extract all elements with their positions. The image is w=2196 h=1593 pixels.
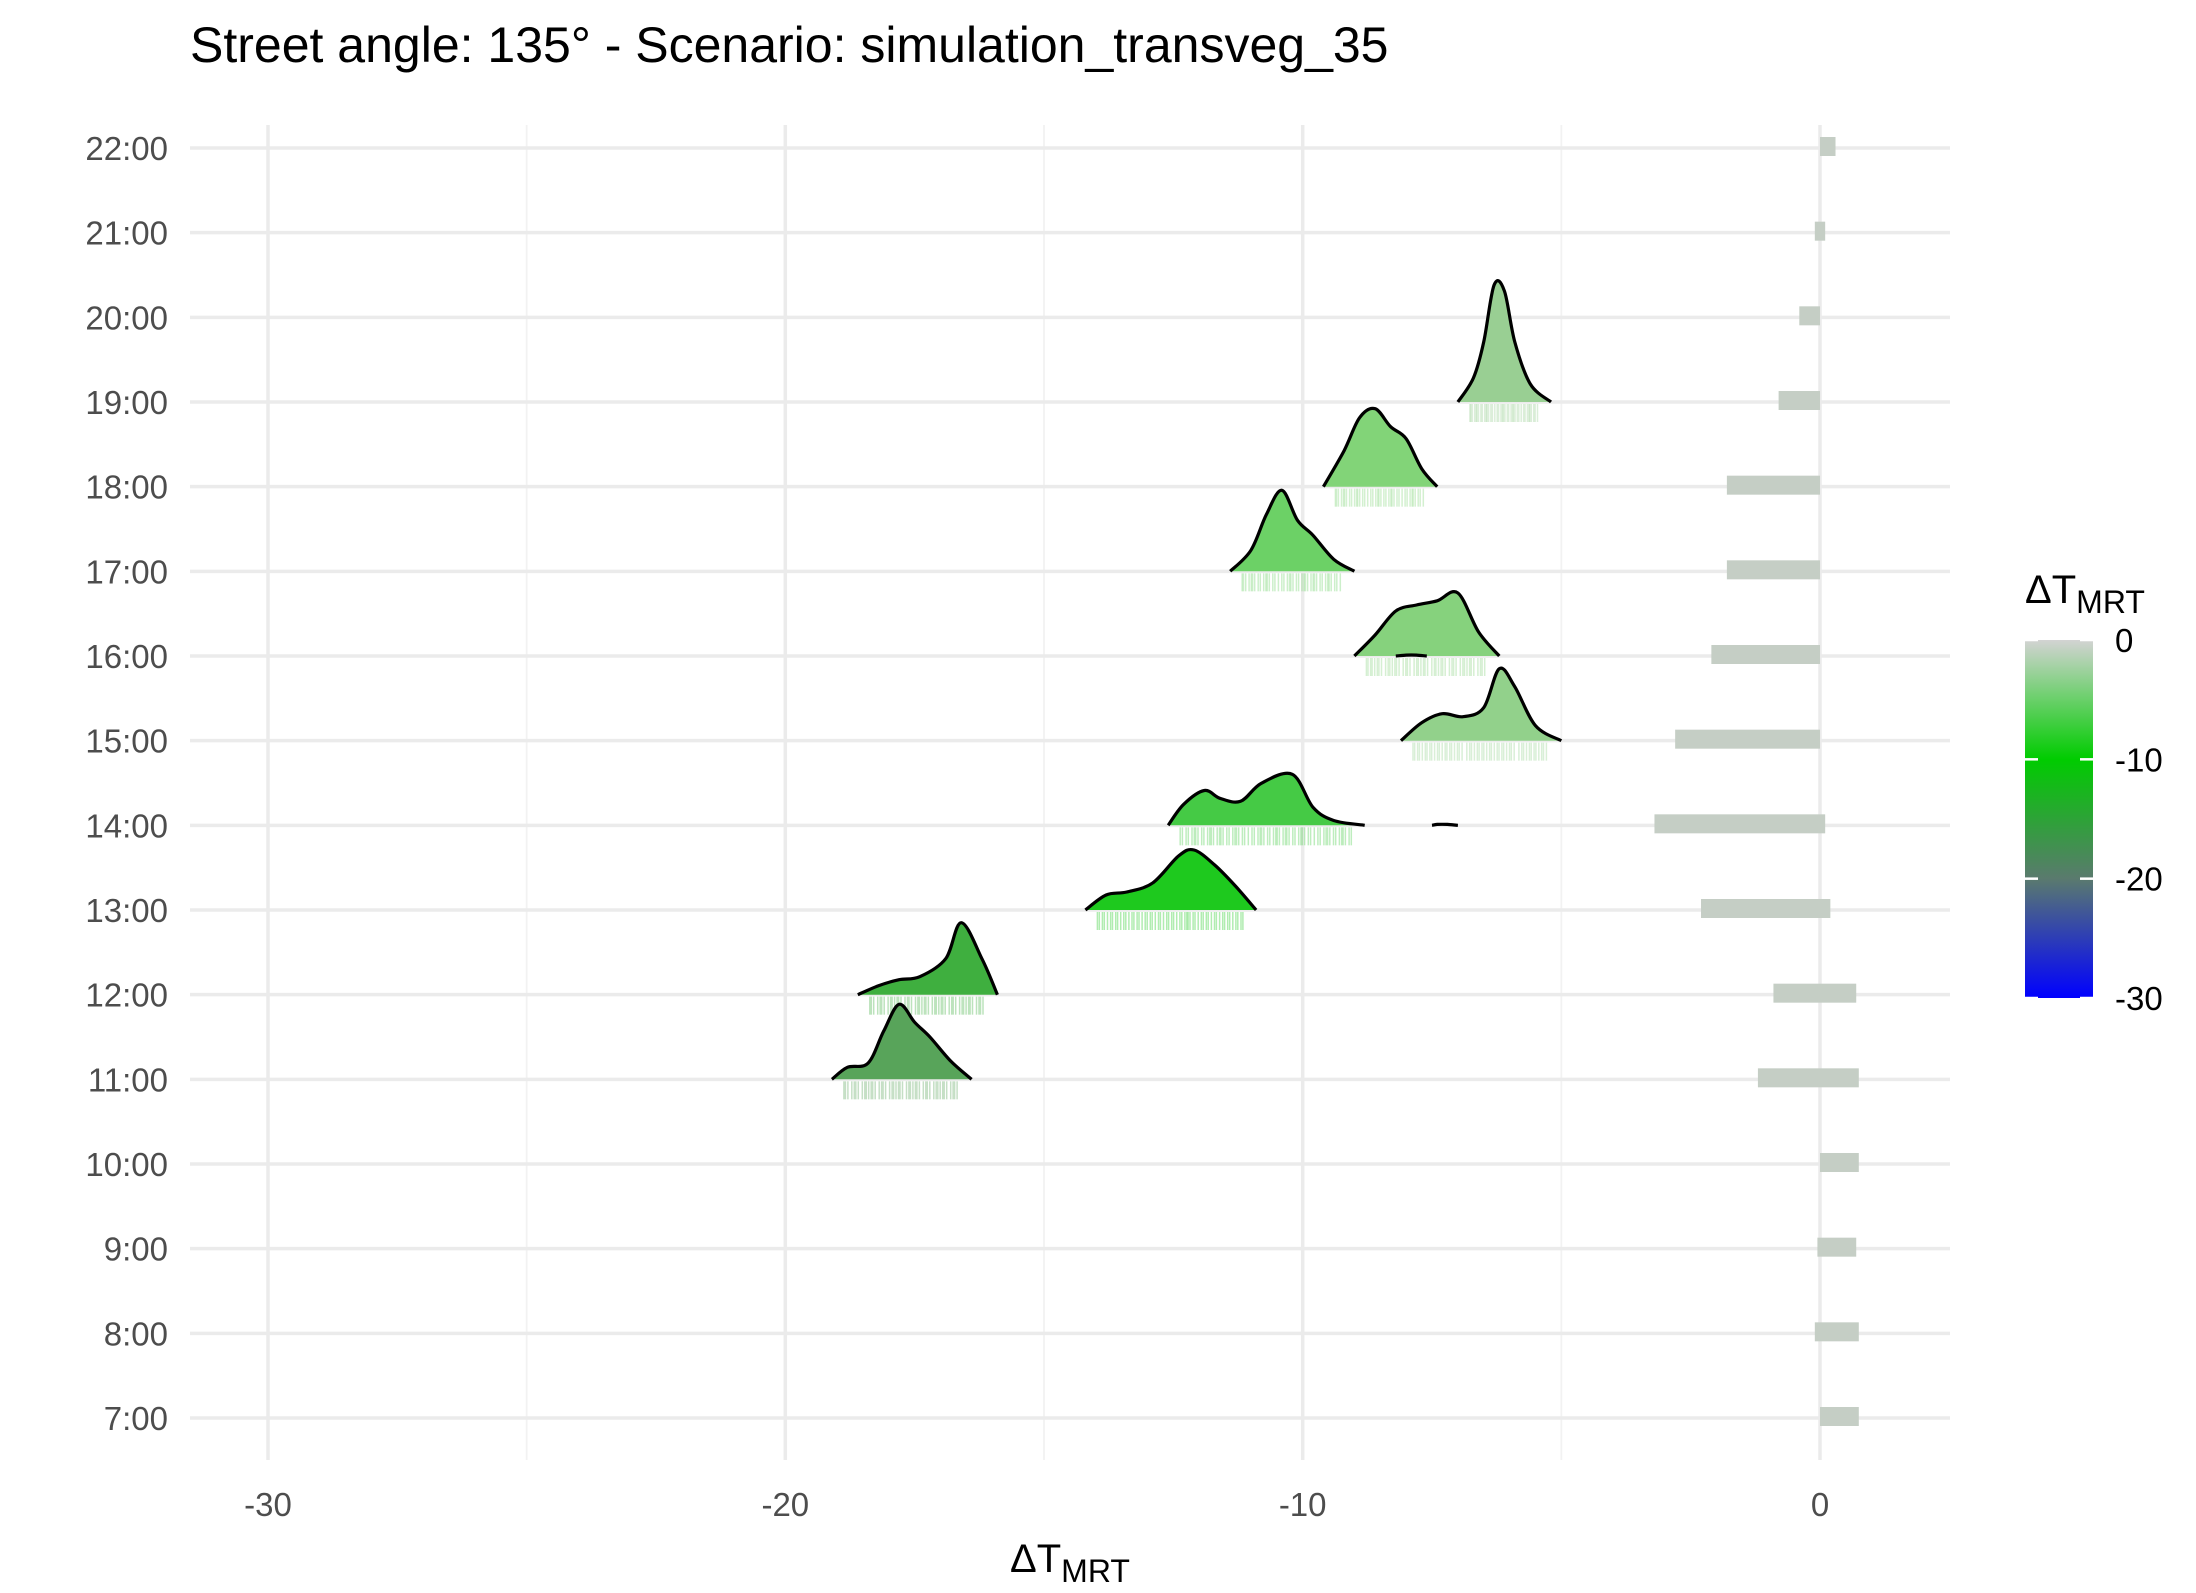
rug-bar: [1799, 306, 1820, 326]
rug-bar: [1711, 645, 1820, 664]
ridge-18-00: [1322, 406, 1439, 507]
legend-ticks: 0 -10 -20 -30: [2025, 622, 2163, 1017]
ridge-outline: [857, 921, 999, 997]
y-tick-label: 7:00: [104, 1400, 168, 1437]
rug-bar: [1814, 221, 1826, 241]
legend-colorbar: [2025, 640, 2093, 998]
ridge-fill: [831, 1004, 972, 1080]
ridge-fill: [1230, 490, 1355, 572]
y-tick-label: 10:00: [85, 1146, 168, 1183]
ridge-19-00: [1456, 279, 1553, 422]
density-ridges: [830, 279, 1563, 1100]
ridge-outline: [1084, 847, 1258, 912]
ridge-outline: [1166, 771, 1365, 827]
y-tick-label: 13:00: [85, 892, 168, 929]
rug-bar: [1701, 899, 1831, 918]
y-tick-label: 22:00: [85, 130, 168, 167]
y-tick-label: 8:00: [104, 1315, 168, 1352]
minor-gridlines: [525, 125, 1563, 1460]
y-tick-label: 12:00: [85, 977, 168, 1014]
ridge-rug: [1179, 827, 1353, 846]
ridge-outline: [1322, 406, 1439, 488]
x-axis-title: ΔTMRT: [1010, 1537, 1130, 1589]
ridge-rug: [1241, 573, 1342, 592]
rug-bar: [1820, 1153, 1859, 1172]
y-axis-tick-labels: 7:00 8:00 9:00 10:00 11:00 12:00 13:00 14:00 15:…: [85, 130, 168, 1437]
legend-tick-label: -30: [2115, 980, 2163, 1017]
y-tick-label: 11:00: [88, 1061, 168, 1098]
y-tick-label: 16:00: [85, 638, 168, 675]
rug-bar: [1675, 729, 1820, 749]
legend-title: ΔTMRT: [2025, 568, 2145, 620]
y-tick-label: 21:00: [85, 215, 168, 252]
ridge-rug: [1412, 742, 1548, 761]
y-tick-label: 17:00: [85, 553, 168, 590]
y-tick-label: 9:00: [104, 1231, 168, 1268]
x-axis-title-main: ΔT: [1010, 1537, 1061, 1581]
major-gridlines: [190, 125, 1950, 1460]
rug-bar: [1726, 560, 1820, 580]
ridge-rug: [1334, 488, 1425, 507]
rug-bar: [1773, 983, 1857, 1003]
ridge-12-00: [857, 921, 999, 1015]
rug-bar: [1757, 1068, 1859, 1088]
rug-bar: [1814, 1322, 1859, 1342]
ridge-15-00: [1399, 666, 1563, 761]
legend-tick-label: 0: [2115, 622, 2133, 659]
legend-tick-label: -20: [2115, 861, 2163, 898]
ridge-13-00: [1084, 847, 1258, 930]
x-tick-label: -10: [1279, 1486, 1327, 1523]
y-tick-label: 18:00: [85, 469, 168, 506]
rug-bar: [1654, 814, 1826, 834]
stray-density: [1431, 822, 1459, 827]
y-tick-label: 20:00: [85, 299, 168, 336]
stray-density: [1395, 653, 1427, 658]
ridge-rug: [1096, 912, 1244, 930]
background-rug-bars: [1654, 137, 1859, 1426]
ridge-rug: [1365, 658, 1486, 676]
ridge-fill: [1168, 773, 1365, 826]
ridge-outline: [1229, 488, 1356, 573]
ridge-fill: [1401, 668, 1562, 741]
ridge-17-00: [1229, 488, 1356, 592]
ridge-outline: [1456, 279, 1553, 404]
ridge-rug: [1469, 404, 1539, 422]
y-tick-label: 19:00: [85, 384, 168, 421]
ridge-outline: [830, 1002, 973, 1081]
ridge-outline: [1353, 590, 1501, 658]
rug-bar: [1778, 391, 1820, 410]
rug-bar: [1820, 137, 1836, 156]
ridge-rug: [869, 996, 984, 1015]
color-legend: ΔTMRT 0 -10 -20 -30: [2025, 568, 2163, 1017]
x-tick-label: 0: [1811, 1486, 1829, 1523]
rug-bar: [1817, 1237, 1857, 1257]
ridge-rug: [843, 1081, 958, 1100]
ridge-16-00: [1353, 590, 1501, 676]
chart-title: Street angle: 135° - Scenario: simulatio…: [190, 17, 1389, 73]
ridge-fill: [1354, 591, 1500, 656]
ridge-14-00: [1166, 771, 1365, 846]
ridge-outline: [1399, 666, 1563, 743]
legend-title-sub: MRT: [2076, 584, 2145, 620]
rug-bar: [1726, 475, 1820, 495]
x-tick-label: -30: [244, 1486, 292, 1523]
x-axis-title-sub: MRT: [1061, 1553, 1130, 1589]
x-tick-label: -20: [761, 1486, 809, 1523]
ridge-11-00: [830, 1002, 973, 1100]
ridge-fill: [1323, 408, 1438, 487]
rug-bar: [1820, 1407, 1859, 1426]
legend-tick-label: -10: [2115, 741, 2163, 778]
ridge-fill: [1457, 280, 1551, 402]
x-axis-tick-labels: -30 -20 -10 0: [244, 1486, 1829, 1523]
ridge-fill: [857, 922, 998, 995]
y-tick-label: 15:00: [85, 723, 168, 760]
legend-title-main: ΔT: [2025, 568, 2076, 612]
y-tick-label: 14:00: [85, 807, 168, 844]
